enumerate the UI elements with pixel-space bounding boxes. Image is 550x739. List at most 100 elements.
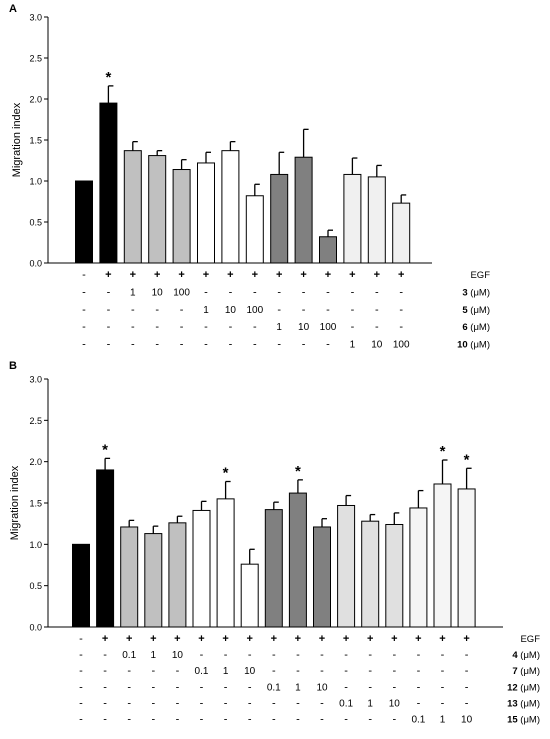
- condition-cell: -: [127, 681, 131, 693]
- condition-cell: +: [325, 269, 331, 281]
- bar: [148, 155, 167, 264]
- condition-row-label: EGF: [520, 634, 540, 645]
- condition-cell: 10: [461, 715, 473, 726]
- condition-cell: -: [176, 714, 180, 726]
- condition-cell: -: [253, 321, 257, 333]
- condition-cell: 1: [367, 698, 373, 709]
- condition-cell: -: [344, 665, 348, 677]
- condition-cell: -: [399, 286, 403, 298]
- condition-cell: -: [103, 649, 107, 661]
- condition-unit: (μM): [518, 698, 540, 709]
- condition-cell: -: [368, 681, 372, 693]
- condition-cell: -: [392, 681, 396, 693]
- condition-cell: 10: [244, 666, 256, 677]
- condition-cell: -: [392, 665, 396, 677]
- y-tick-label: 0.0: [29, 623, 42, 633]
- condition-cell: +: [178, 269, 184, 281]
- significance-mark: *: [102, 441, 108, 458]
- condition-cell: -: [465, 681, 469, 693]
- compound-number: 6: [462, 322, 467, 333]
- bar: [197, 162, 215, 264]
- bar: [319, 236, 337, 264]
- condition-cell: -: [392, 649, 396, 661]
- condition-cell: -: [82, 339, 86, 351]
- condition-cell: +: [130, 269, 136, 281]
- y-axis-title: Migration index: [9, 465, 21, 540]
- condition-cell: -: [151, 697, 155, 709]
- compound-number: 5: [462, 305, 468, 316]
- y-tick-label: 3.0: [29, 375, 42, 385]
- condition-unit: (μM): [518, 682, 540, 693]
- condition-cell: -: [180, 339, 184, 351]
- condition-cell: -: [248, 697, 252, 709]
- condition-cell: -: [253, 339, 257, 351]
- condition-cell: -: [272, 649, 276, 661]
- condition-cell: -: [180, 321, 184, 333]
- condition-cell: -: [320, 714, 324, 726]
- condition-cell: -: [296, 649, 300, 661]
- condition-cell: -: [320, 697, 324, 709]
- condition-cell: 1: [151, 650, 157, 661]
- condition-cell: 10: [225, 305, 237, 316]
- bar: [433, 483, 452, 628]
- condition-cell: -: [344, 681, 348, 693]
- condition-cell: -: [204, 339, 208, 351]
- condition-cell: +: [203, 269, 209, 281]
- condition-cell: -: [229, 339, 233, 351]
- condition-cell: -: [200, 649, 204, 661]
- condition-unit: EGF: [520, 634, 540, 645]
- condition-cell: -: [344, 714, 348, 726]
- condition-row-label: 7 (μM): [512, 666, 540, 677]
- y-tick-label: 1.5: [29, 499, 42, 509]
- condition-cell: -: [272, 714, 276, 726]
- condition-cell: -: [224, 714, 228, 726]
- chart-panel-a: A 0.0 0.5 1.0 1.5 2.0 2.5 3.0 Migration index * - +…: [9, 3, 490, 351]
- bar: [245, 195, 264, 264]
- condition-cell: -: [155, 321, 159, 333]
- bar: [270, 173, 289, 264]
- condition-cell: -: [107, 286, 111, 298]
- y-tick-label: 0.0: [29, 259, 42, 269]
- y-tick-label: 1.5: [29, 136, 42, 146]
- condition-cell: -: [253, 286, 257, 298]
- condition-cell: -: [176, 665, 180, 677]
- compound-number: 7: [512, 666, 517, 677]
- condition-cell: 10: [152, 287, 164, 298]
- bar: [343, 173, 362, 264]
- condition-cell: 0.1: [195, 666, 209, 677]
- condition-cell: -: [82, 304, 86, 316]
- condition-cell: 1: [440, 715, 446, 726]
- bar: [367, 176, 386, 264]
- condition-cell: +: [105, 269, 111, 281]
- condition-cell: +: [343, 633, 349, 645]
- condition-cell: -: [79, 681, 83, 693]
- panel-label: B: [9, 360, 17, 372]
- condition-cell: -: [351, 286, 355, 298]
- compound-number: 15: [507, 715, 518, 726]
- condition-cell: -: [272, 697, 276, 709]
- condition-cell: -: [326, 304, 330, 316]
- y-tick-label: 2.5: [29, 54, 42, 64]
- bar: [72, 543, 90, 628]
- condition-cell: +: [295, 633, 301, 645]
- bar: [361, 520, 380, 628]
- condition-cell: -: [368, 665, 372, 677]
- condition-cell: -: [82, 321, 86, 333]
- condition-cell: +: [198, 633, 204, 645]
- condition-cell: -: [79, 665, 83, 677]
- condition-row-label: 6 (μM): [462, 322, 490, 333]
- condition-cell: +: [349, 269, 355, 281]
- condition-cell: 10: [389, 698, 401, 709]
- y-tick-label: 2.5: [29, 416, 42, 426]
- condition-cell: 1: [276, 322, 282, 333]
- bar: [144, 533, 163, 628]
- bar: [216, 498, 235, 628]
- condition-cell: -: [176, 697, 180, 709]
- condition-cell: -: [368, 714, 372, 726]
- compound-number: 3: [462, 287, 467, 298]
- condition-cell: -: [277, 339, 281, 351]
- condition-cell: -: [296, 665, 300, 677]
- condition-cell: -: [441, 665, 445, 677]
- condition-cell: -: [441, 681, 445, 693]
- condition-cell: -: [399, 304, 403, 316]
